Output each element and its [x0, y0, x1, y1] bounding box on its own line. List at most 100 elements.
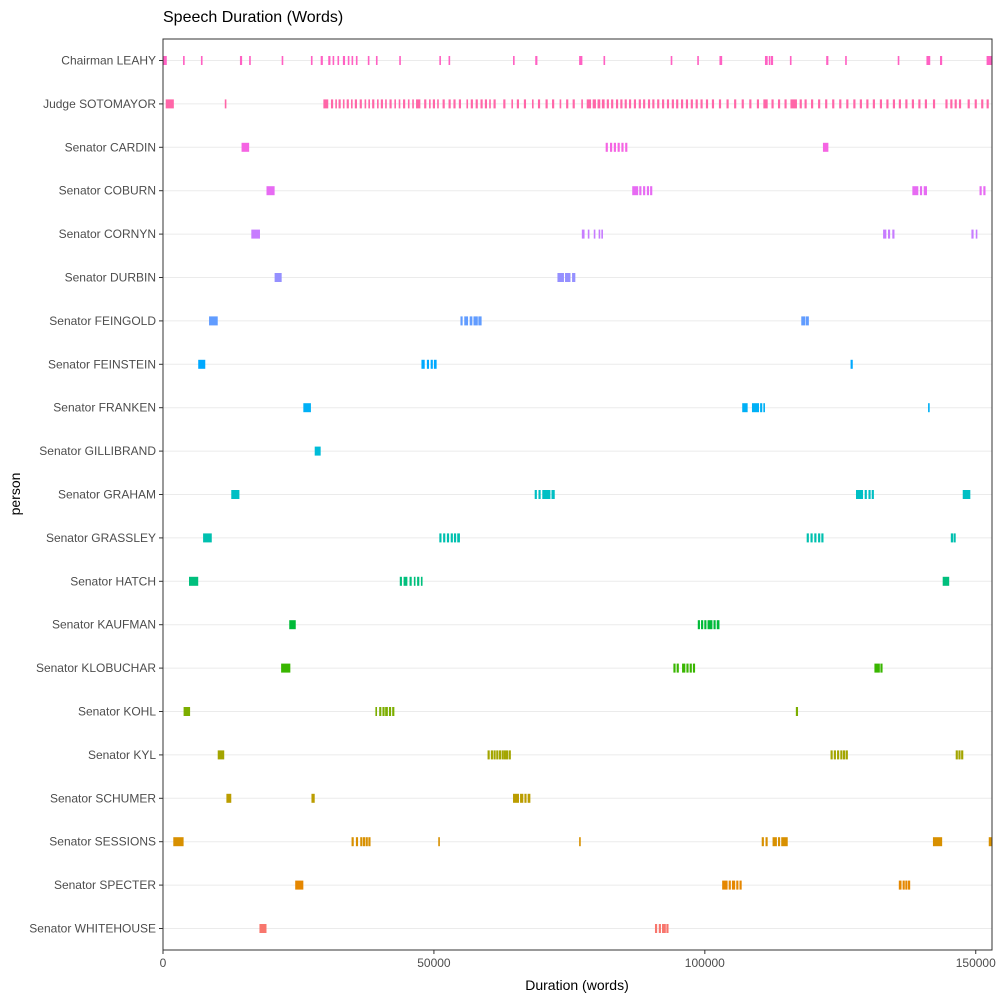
- segment-senator-coburn-1: [266, 186, 275, 196]
- segment-senator-cornyn-8: [887, 229, 891, 239]
- segment-senator-grassley-5: [450, 533, 453, 543]
- segment-senator-coburn-2: [632, 186, 639, 196]
- segment-judge-sotomayor-108: [918, 99, 921, 109]
- segment-senator-klobuchar-4: [682, 663, 686, 673]
- segment-judge-sotomayor-98: [853, 99, 856, 109]
- segment-senator-kaufman-4: [704, 620, 707, 630]
- segment-judge-sotomayor-84: [756, 99, 760, 109]
- segment-chairman-leahy-18: [399, 56, 401, 65]
- segment-senator-grassley-13: [950, 533, 953, 543]
- segment-judge-sotomayor-100: [866, 99, 869, 109]
- segment-senator-grassley-1: [203, 533, 212, 543]
- segment-senator-specter-3: [728, 880, 731, 890]
- segment-senator-schumer-6: [527, 793, 531, 803]
- segment-chairman-leahy-6: [281, 56, 284, 65]
- y-tick-label-senator-hatch: Senator HATCH: [70, 574, 156, 588]
- segment-chairman-leahy-3: [200, 56, 203, 65]
- segment-judge-sotomayor-73: [685, 99, 689, 109]
- segment-senator-specter-10: [908, 880, 911, 890]
- segment-senator-franken-4: [760, 403, 763, 413]
- y-tick-label-senator-feingold: Senator FEINGOLD: [49, 314, 156, 328]
- segment-judge-sotomayor-59: [620, 99, 623, 109]
- segment-senator-hatch-6: [417, 576, 420, 586]
- segment-judge-sotomayor-47: [552, 99, 555, 109]
- segment-judge-sotomayor-25: [424, 99, 427, 109]
- segment-senator-whitehouse-1: [259, 924, 267, 933]
- segment-senator-sessions-2: [351, 837, 354, 847]
- segment-senator-kaufman-1: [289, 620, 296, 630]
- y-tick-label-senator-gillibrand: Senator GILLIBRAND: [39, 444, 156, 458]
- segment-senator-kyl-18: [958, 750, 961, 760]
- segment-judge-sotomayor-79: [718, 99, 722, 109]
- segment-judge-sotomayor-118: [986, 99, 989, 109]
- segment-senator-cornyn-10: [971, 229, 974, 239]
- segment-senator-kohl-3: [379, 707, 382, 716]
- segment-senator-sessions-5: [362, 837, 366, 847]
- segment-senator-kohl-5: [385, 707, 388, 716]
- segment-judge-sotomayor-55: [601, 99, 605, 109]
- segment-judge-sotomayor-13: [368, 99, 370, 109]
- segment-senator-sessions-13: [777, 837, 781, 847]
- segment-senator-feinstein-2: [421, 359, 425, 369]
- segment-senator-graham-6: [856, 490, 864, 499]
- segment-judge-sotomayor-7: [342, 99, 345, 109]
- segment-senator-kohl-8: [795, 707, 799, 716]
- segment-judge-sotomayor-61: [628, 99, 632, 109]
- gridlines: [163, 60, 992, 929]
- segment-senator-cardin-4: [613, 142, 616, 152]
- segment-judge-sotomayor-18: [389, 99, 392, 109]
- segment-senator-kyl-16: [845, 750, 848, 760]
- segment-senator-franken-6: [928, 403, 930, 413]
- segment-chairman-leahy-12: [342, 56, 346, 65]
- segment-senator-specter-7: [898, 880, 902, 890]
- y-tick-label-senator-franken: Senator FRANKEN: [53, 401, 156, 415]
- segment-chairman-leahy-5: [249, 56, 251, 65]
- segment-chairman-leahy-19: [439, 56, 441, 65]
- segment-judge-sotomayor-35: [475, 99, 478, 109]
- segment-senator-kyl-15: [842, 750, 846, 760]
- segment-senator-sessions-9: [579, 837, 581, 847]
- segment-senator-cornyn-1: [251, 229, 260, 239]
- segment-judge-sotomayor-111: [945, 99, 948, 109]
- segment-judge-sotomayor-107: [911, 99, 914, 109]
- segment-chairman-leahy-7: [310, 56, 313, 65]
- segment-senator-grassley-4: [446, 533, 450, 543]
- segment-senator-kyl-10: [508, 750, 511, 760]
- y-tick-label-chairman-leahy: Chairman LEAHY: [61, 54, 156, 68]
- segment-senator-coburn-4: [643, 186, 646, 196]
- segment-judge-sotomayor-65: [647, 99, 651, 109]
- segment-judge-sotomayor-57: [611, 99, 614, 109]
- segment-judge-sotomayor-6: [338, 99, 341, 109]
- segment-judge-sotomayor-1: [165, 99, 174, 109]
- segment-senator-feinstein-6: [850, 359, 853, 369]
- y-tick-label-senator-cardin: Senator CARDIN: [65, 140, 156, 154]
- segment-judge-sotomayor-40: [503, 99, 506, 109]
- segment-senator-whitehouse-3: [658, 924, 661, 933]
- segment-senator-graham-2: [534, 490, 537, 499]
- segment-judge-sotomayor-29: [442, 99, 445, 109]
- segment-judge-sotomayor-38: [489, 99, 491, 109]
- segment-judge-sotomayor-82: [741, 99, 744, 109]
- segment-chairman-leahy-22: [535, 56, 538, 65]
- segment-chairman-leahy-29: [768, 56, 771, 65]
- segment-senator-coburn-10: [979, 186, 982, 196]
- segment-judge-sotomayor-34: [470, 99, 473, 109]
- segment-senator-feinstein-1: [198, 359, 206, 369]
- segment-judge-sotomayor-9: [351, 99, 353, 109]
- segment-senator-coburn-3: [639, 186, 642, 196]
- segment-senator-grassley-7: [457, 533, 460, 543]
- segment-senator-hatch-8: [942, 576, 950, 586]
- segment-senator-kyl-11: [830, 750, 833, 760]
- segment-senator-durbin-3: [565, 273, 571, 282]
- segment-senator-hatch-3: [403, 576, 408, 586]
- segment-senator-grassley-3: [443, 533, 446, 543]
- segment-senator-feingold-4: [469, 316, 473, 326]
- segment-senator-feinstein-3: [426, 359, 430, 369]
- segment-chairman-leahy-30: [770, 56, 774, 65]
- y-tick-label-senator-sessions: Senator SESSIONS: [49, 835, 156, 849]
- segment-judge-sotomayor-106: [905, 99, 908, 109]
- segment-senator-feingold-1: [209, 316, 218, 326]
- segment-judge-sotomayor-77: [705, 99, 709, 109]
- segment-senator-kyl-5: [496, 750, 499, 760]
